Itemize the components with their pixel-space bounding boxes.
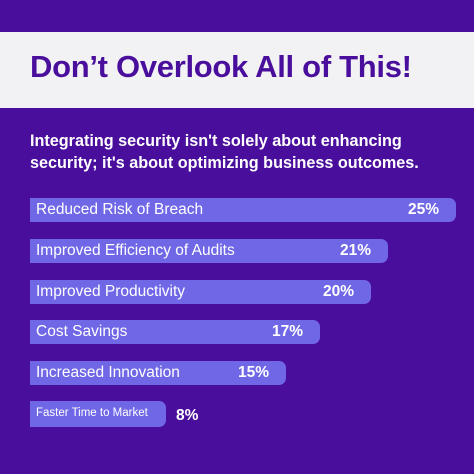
bar-1 (30, 198, 456, 222)
bar-2 (30, 239, 388, 263)
bar-label-1: Reduced Risk of Breach (36, 201, 204, 218)
bar-label-5: Increased Innovation (36, 364, 180, 381)
bar-5 (30, 361, 286, 385)
bar-value-3: 20% (323, 283, 355, 300)
bar-value-4: 17% (272, 323, 304, 340)
bar-4 (30, 320, 320, 344)
title-band (0, 32, 474, 108)
bar-label-3: Improved Productivity (36, 283, 186, 300)
bar-label-2: Improved Efficiency of Audits (36, 242, 235, 259)
bar-label-6: Faster Time to Market (36, 407, 148, 419)
bar-value-2: 21% (340, 242, 372, 259)
bar-label-4: Cost Savings (36, 323, 128, 340)
bar-3 (30, 280, 371, 304)
page-title: Don’t Overlook All of This! (30, 49, 412, 84)
bar-value-1: 25% (408, 201, 440, 218)
subtitle: Integrating security isn't solely about … (30, 132, 419, 172)
bar-value-6: 8% (176, 407, 199, 424)
bar-6 (30, 401, 166, 427)
bar-value-5: 15% (238, 364, 270, 381)
